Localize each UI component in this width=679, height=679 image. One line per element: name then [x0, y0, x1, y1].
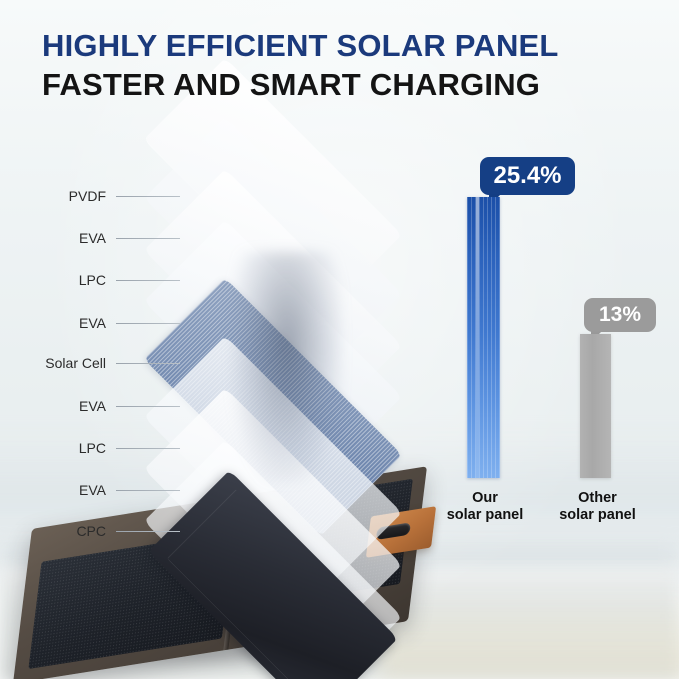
layer-label-eva-4: EVA [10, 482, 180, 498]
bar-highlight [476, 197, 479, 478]
headline-line-2: FASTER AND SMART CHARGING [42, 67, 541, 103]
headline-block: HIGHLY EFFICIENT SOLAR PANEL FASTER AND … [42, 28, 559, 103]
efficiency-bar-chart: 25.4% 13% Our solar panel Other solar pa… [440, 157, 679, 523]
leader-line-icon [116, 195, 180, 197]
bar-our-solar-panel [467, 197, 500, 478]
value-bubble-other: 13% [584, 298, 656, 342]
leader-line-icon [116, 530, 180, 532]
layer-label-lpc-2: LPC [10, 440, 180, 456]
layer-label-eva-1: EVA [10, 230, 180, 246]
bar-caption-other-line-1: Other [578, 489, 617, 506]
leader-line-icon [116, 405, 180, 407]
bar-caption-ours: Our solar panel [440, 490, 530, 524]
leader-line-icon [116, 322, 180, 324]
layer-label-solar-cell: Solar Cell [10, 355, 180, 371]
bar-other-solar-panel [580, 334, 611, 478]
layer-label-eva-3: EVA [10, 398, 180, 414]
layer-label-eva-2: EVA [10, 315, 180, 331]
layer-label-cpc: CPC [10, 523, 180, 539]
bar-caption-other-line-2: solar panel [559, 506, 636, 523]
leader-line-icon [116, 362, 180, 364]
value-bubble-ours: 25.4% [480, 157, 575, 206]
leader-line-icon [116, 489, 180, 491]
bar-caption-ours-line-1: Our [472, 489, 498, 506]
leader-line-icon [116, 447, 180, 449]
headline-line-1: HIGHLY EFFICIENT SOLAR PANEL [42, 28, 559, 63]
layer-label-lpc-1: LPC [10, 272, 180, 288]
bar-caption-ours-line-2: solar panel [446, 506, 524, 523]
bar-caption-other: Other solar panel [550, 490, 645, 524]
layer-label-pvdf: PVDF [10, 188, 180, 204]
leader-line-icon [116, 279, 180, 281]
leader-line-icon [116, 237, 180, 239]
